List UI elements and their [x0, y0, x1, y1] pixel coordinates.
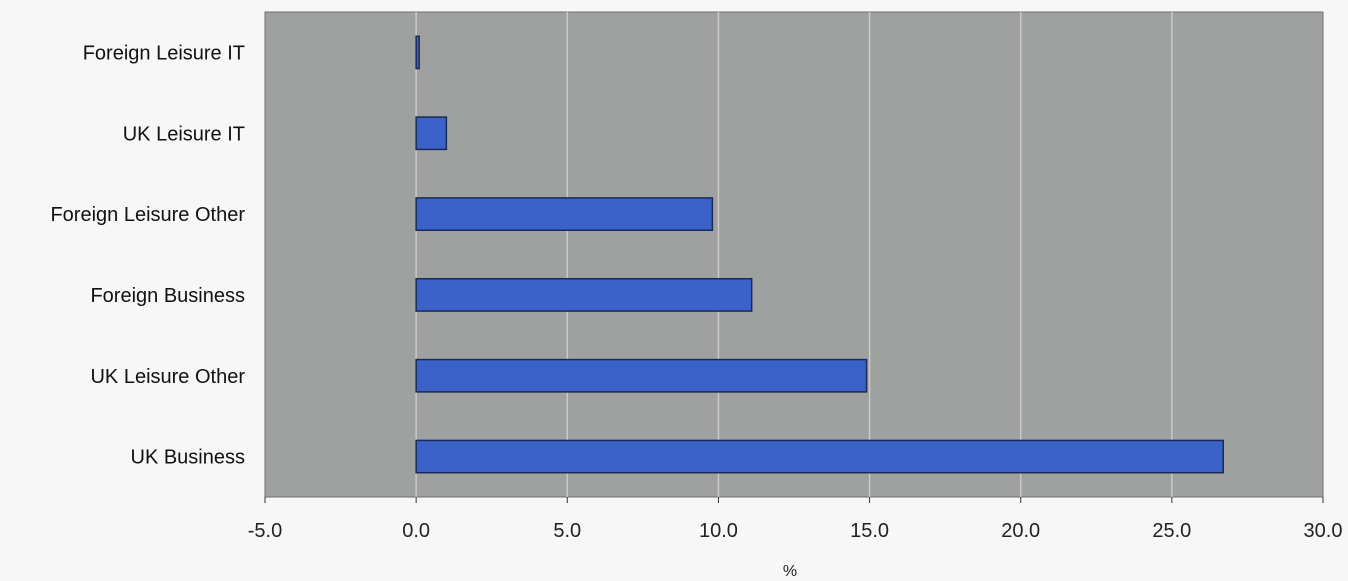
- category-label: Foreign Leisure IT: [83, 42, 245, 64]
- x-axis-ticks: -5.0 0.0 5.0 10.0 15.0 20.0 25.0 30.0: [248, 497, 1343, 542]
- category-label: UK Business: [131, 447, 246, 469]
- bar: [415, 278, 753, 312]
- bar: [415, 35, 420, 70]
- bar: [415, 358, 868, 393]
- x-tick-label: 20.0: [1001, 520, 1040, 542]
- bars: [415, 35, 1224, 474]
- x-tick-label: 15.0: [850, 520, 889, 542]
- category-label: Foreign Leisure Other: [50, 204, 245, 226]
- plot-area: [264, 11, 1324, 498]
- x-tick-label: 10.0: [699, 520, 738, 542]
- x-tick-label: 25.0: [1152, 520, 1191, 542]
- category-label: UK Leisure Other: [90, 366, 245, 388]
- bar: [415, 197, 714, 232]
- gridlines: [415, 12, 1173, 497]
- x-tick-label: 0.0: [402, 520, 430, 542]
- x-tick-label: 5.0: [553, 520, 581, 542]
- x-tick-label: 30.0: [1304, 520, 1343, 542]
- bar: [415, 116, 448, 151]
- category-labels: Foreign Leisure IT UK Leisure IT Foreign L…: [50, 42, 245, 468]
- category-label: UK Leisure IT: [123, 123, 245, 145]
- category-label: Foreign Business: [90, 285, 245, 307]
- x-tick-label: -5.0: [248, 520, 282, 542]
- x-axis-label: %: [783, 563, 797, 580]
- bar: [415, 439, 1224, 474]
